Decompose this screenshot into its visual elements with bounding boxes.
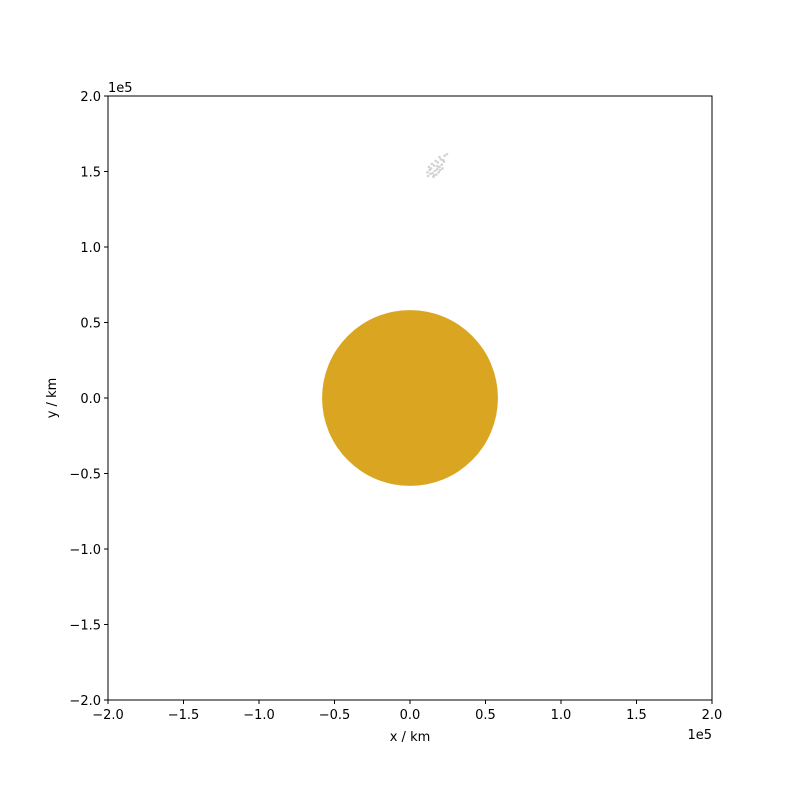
y-tick-label-5: 0.5 bbox=[80, 317, 101, 332]
y-tick-label-6: 1.0 bbox=[80, 241, 101, 256]
particle-point-19 bbox=[438, 168, 442, 172]
x-tick-label-0: −2.0 bbox=[92, 708, 124, 723]
particle-point-23 bbox=[441, 158, 445, 162]
x-axis-label: x / km bbox=[390, 730, 431, 745]
particle-point-12 bbox=[443, 154, 447, 157]
x-axis: −2.0 −1.5 −1.0 −0.5 0.0 0.5 1.0 1.5 2.0 bbox=[92, 700, 722, 723]
particle-point-6 bbox=[440, 163, 444, 167]
particle-point-0 bbox=[426, 174, 430, 178]
y-offset-label: 1e5 bbox=[108, 81, 133, 96]
y-tick-label-2: −1.0 bbox=[69, 543, 101, 558]
x-offset-label: 1e5 bbox=[687, 728, 712, 743]
y-tick-label-7: 1.5 bbox=[80, 166, 101, 181]
x-tick-label-5: 0.5 bbox=[475, 708, 496, 723]
particle-point-26 bbox=[432, 173, 436, 177]
x-tick-label-8: 2.0 bbox=[702, 708, 723, 723]
particle-point-21 bbox=[434, 159, 437, 163]
particle-point-9 bbox=[432, 164, 436, 167]
x-tick-label-3: −0.5 bbox=[319, 708, 351, 723]
y-axis: −2.0 −1.5 −1.0 −0.5 0.0 0.5 1.0 1.5 2.0 bbox=[69, 90, 108, 709]
y-tick-label-4: 0.0 bbox=[80, 392, 101, 407]
x-tick-label-7: 1.5 bbox=[626, 708, 647, 723]
particle-point-25 bbox=[427, 165, 431, 169]
particle-point-20 bbox=[441, 167, 444, 170]
chart-marks bbox=[322, 152, 498, 486]
particle-point-5 bbox=[438, 165, 441, 169]
y-tick-label-0: −2.0 bbox=[69, 694, 101, 709]
y-tick-label-1: −1.5 bbox=[69, 619, 101, 634]
x-tick-label-4: 0.0 bbox=[400, 708, 421, 723]
particle-point-13 bbox=[445, 152, 449, 156]
particle-point-14 bbox=[426, 170, 429, 174]
x-tick-label-6: 1.0 bbox=[551, 708, 572, 723]
particle-point-22 bbox=[438, 155, 441, 159]
particle-point-18 bbox=[437, 170, 440, 174]
y-tick-label-8: 2.0 bbox=[80, 90, 101, 105]
particle-point-11 bbox=[439, 158, 443, 161]
y-axis-label: y / km bbox=[45, 378, 60, 419]
particle-point-10 bbox=[436, 161, 440, 164]
x-tick-label-2: −1.0 bbox=[243, 708, 275, 723]
particle-point-27 bbox=[435, 164, 439, 168]
particle-point-3 bbox=[433, 169, 437, 173]
y-tick-label-3: −0.5 bbox=[69, 468, 101, 483]
particle-point-24 bbox=[430, 162, 434, 166]
particle-point-1 bbox=[429, 172, 432, 176]
particle-point-2 bbox=[431, 171, 434, 175]
particle-point-15 bbox=[428, 168, 431, 172]
x-tick-label-1: −1.5 bbox=[168, 708, 200, 723]
particle-point-4 bbox=[435, 167, 439, 171]
planet-disc bbox=[322, 310, 498, 486]
particle-point-17 bbox=[435, 173, 438, 176]
